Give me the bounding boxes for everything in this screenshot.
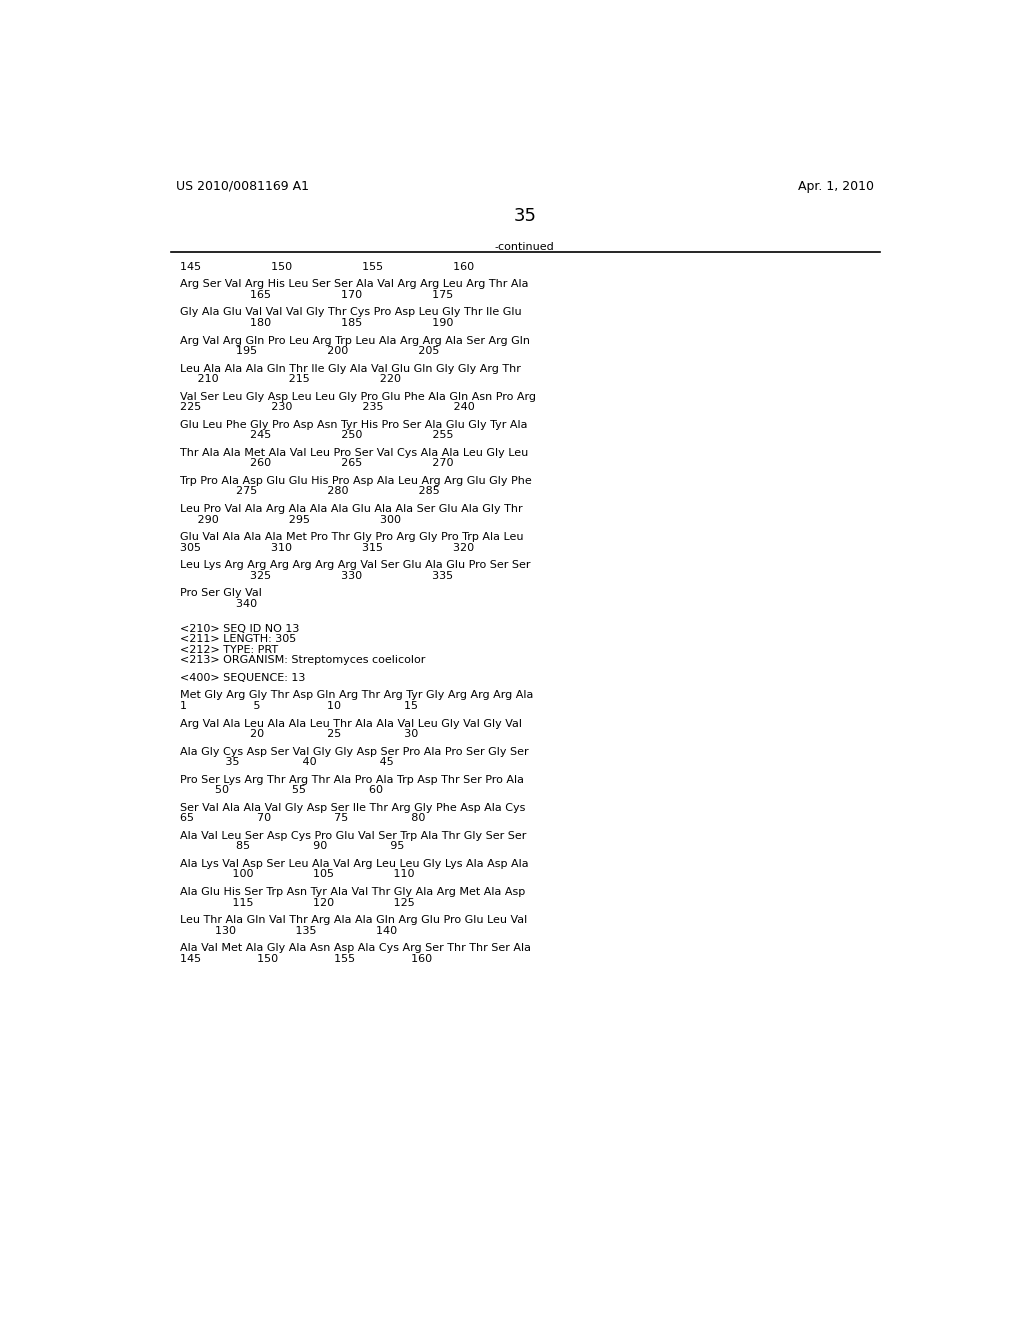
Text: Glu Leu Phe Gly Pro Asp Asn Tyr His Pro Ser Ala Glu Gly Tyr Ala: Glu Leu Phe Gly Pro Asp Asn Tyr His Pro … <box>180 420 527 430</box>
Text: Arg Val Ala Leu Ala Ala Leu Thr Ala Ala Val Leu Gly Val Gly Val: Arg Val Ala Leu Ala Ala Leu Thr Ala Ala … <box>180 718 522 729</box>
Text: 245                    250                    255: 245 250 255 <box>180 430 454 440</box>
Text: 225                    230                    235                    240: 225 230 235 240 <box>180 403 475 412</box>
Text: 50                  55                  60: 50 55 60 <box>180 785 383 795</box>
Text: Leu Ala Ala Ala Gln Thr Ile Gly Ala Val Glu Gln Gly Gly Arg Thr: Leu Ala Ala Ala Gln Thr Ile Gly Ala Val … <box>180 363 521 374</box>
Text: 290                    295                    300: 290 295 300 <box>180 515 401 524</box>
Text: 20                  25                  30: 20 25 30 <box>180 729 418 739</box>
Text: Thr Ala Ala Met Ala Val Leu Pro Ser Val Cys Ala Ala Leu Gly Leu: Thr Ala Ala Met Ala Val Leu Pro Ser Val … <box>180 447 528 458</box>
Text: Ala Val Leu Ser Asp Cys Pro Glu Val Ser Trp Ala Thr Gly Ser Ser: Ala Val Leu Ser Asp Cys Pro Glu Val Ser … <box>180 832 526 841</box>
Text: Ser Val Ala Ala Val Gly Asp Ser Ile Thr Arg Gly Phe Asp Ala Cys: Ser Val Ala Ala Val Gly Asp Ser Ile Thr … <box>180 803 525 813</box>
Text: <211> LENGTH: 305: <211> LENGTH: 305 <box>180 635 296 644</box>
Text: 145                150                155                160: 145 150 155 160 <box>180 954 432 964</box>
Text: US 2010/0081169 A1: US 2010/0081169 A1 <box>176 180 309 193</box>
Text: Pro Ser Gly Val: Pro Ser Gly Val <box>180 589 262 598</box>
Text: 165                    170                    175: 165 170 175 <box>180 289 454 300</box>
Text: Gly Ala Glu Val Val Val Gly Thr Cys Pro Asp Leu Gly Thr Ile Glu: Gly Ala Glu Val Val Val Gly Thr Cys Pro … <box>180 308 521 317</box>
Text: 305                    310                    315                    320: 305 310 315 320 <box>180 543 474 553</box>
Text: 35                  40                  45: 35 40 45 <box>180 758 393 767</box>
Text: 35: 35 <box>513 207 537 224</box>
Text: Leu Pro Val Ala Arg Ala Ala Ala Glu Ala Ala Ser Glu Ala Gly Thr: Leu Pro Val Ala Arg Ala Ala Ala Glu Ala … <box>180 504 522 513</box>
Text: Ala Gly Cys Asp Ser Val Gly Gly Asp Ser Pro Ala Pro Ser Gly Ser: Ala Gly Cys Asp Ser Val Gly Gly Asp Ser … <box>180 747 528 756</box>
Text: 130                 135                 140: 130 135 140 <box>180 925 397 936</box>
Text: Ala Glu His Ser Trp Asn Tyr Ala Val Thr Gly Ala Arg Met Ala Asp: Ala Glu His Ser Trp Asn Tyr Ala Val Thr … <box>180 887 525 898</box>
Text: 180                    185                    190: 180 185 190 <box>180 318 454 327</box>
Text: 340: 340 <box>180 599 257 609</box>
Text: <210> SEQ ID NO 13: <210> SEQ ID NO 13 <box>180 624 299 634</box>
Text: 275                    280                    285: 275 280 285 <box>180 487 439 496</box>
Text: 210                    215                    220: 210 215 220 <box>180 374 401 384</box>
Text: Pro Ser Lys Arg Thr Arg Thr Ala Pro Ala Trp Asp Thr Ser Pro Ala: Pro Ser Lys Arg Thr Arg Thr Ala Pro Ala … <box>180 775 524 785</box>
Text: Leu Thr Ala Gln Val Thr Arg Ala Ala Gln Arg Glu Pro Glu Leu Val: Leu Thr Ala Gln Val Thr Arg Ala Ala Gln … <box>180 915 527 925</box>
Text: Arg Ser Val Arg His Leu Ser Ser Ala Val Arg Arg Leu Arg Thr Ala: Arg Ser Val Arg His Leu Ser Ser Ala Val … <box>180 280 528 289</box>
Text: 260                    265                    270: 260 265 270 <box>180 458 454 469</box>
Text: 85                  90                  95: 85 90 95 <box>180 841 404 851</box>
Text: <400> SEQUENCE: 13: <400> SEQUENCE: 13 <box>180 673 305 682</box>
Text: 115                 120                 125: 115 120 125 <box>180 898 415 908</box>
Text: Ala Val Met Ala Gly Ala Asn Asp Ala Cys Arg Ser Thr Thr Ser Ala: Ala Val Met Ala Gly Ala Asn Asp Ala Cys … <box>180 944 530 953</box>
Text: Arg Val Arg Gln Pro Leu Arg Trp Leu Ala Arg Arg Ala Ser Arg Gln: Arg Val Arg Gln Pro Leu Arg Trp Leu Ala … <box>180 335 530 346</box>
Text: 65                  70                  75                  80: 65 70 75 80 <box>180 813 425 824</box>
Text: Glu Val Ala Ala Ala Met Pro Thr Gly Pro Arg Gly Pro Trp Ala Leu: Glu Val Ala Ala Ala Met Pro Thr Gly Pro … <box>180 532 523 543</box>
Text: 100                 105                 110: 100 105 110 <box>180 870 415 879</box>
Text: Trp Pro Ala Asp Glu Glu His Pro Asp Ala Leu Arg Arg Glu Gly Phe: Trp Pro Ala Asp Glu Glu His Pro Asp Ala … <box>180 477 531 486</box>
Text: Val Ser Leu Gly Asp Leu Leu Gly Pro Glu Phe Ala Gln Asn Pro Arg: Val Ser Leu Gly Asp Leu Leu Gly Pro Glu … <box>180 392 536 401</box>
Text: 1                   5                   10                  15: 1 5 10 15 <box>180 701 418 711</box>
Text: Leu Lys Arg Arg Arg Arg Arg Arg Val Ser Glu Ala Glu Pro Ser Ser: Leu Lys Arg Arg Arg Arg Arg Arg Val Ser … <box>180 561 530 570</box>
Text: <212> TYPE: PRT: <212> TYPE: PRT <box>180 644 279 655</box>
Text: -continued: -continued <box>495 242 555 252</box>
Text: 195                    200                    205: 195 200 205 <box>180 346 439 356</box>
Text: <213> ORGANISM: Streptomyces coelicolor: <213> ORGANISM: Streptomyces coelicolor <box>180 655 425 665</box>
Text: Met Gly Arg Gly Thr Asp Gln Arg Thr Arg Tyr Gly Arg Arg Arg Ala: Met Gly Arg Gly Thr Asp Gln Arg Thr Arg … <box>180 690 534 701</box>
Text: Apr. 1, 2010: Apr. 1, 2010 <box>798 180 873 193</box>
Text: Ala Lys Val Asp Ser Leu Ala Val Arg Leu Leu Gly Lys Ala Asp Ala: Ala Lys Val Asp Ser Leu Ala Val Arg Leu … <box>180 859 528 869</box>
Text: 325                    330                    335: 325 330 335 <box>180 570 453 581</box>
Text: 145                    150                    155                    160: 145 150 155 160 <box>180 261 474 272</box>
